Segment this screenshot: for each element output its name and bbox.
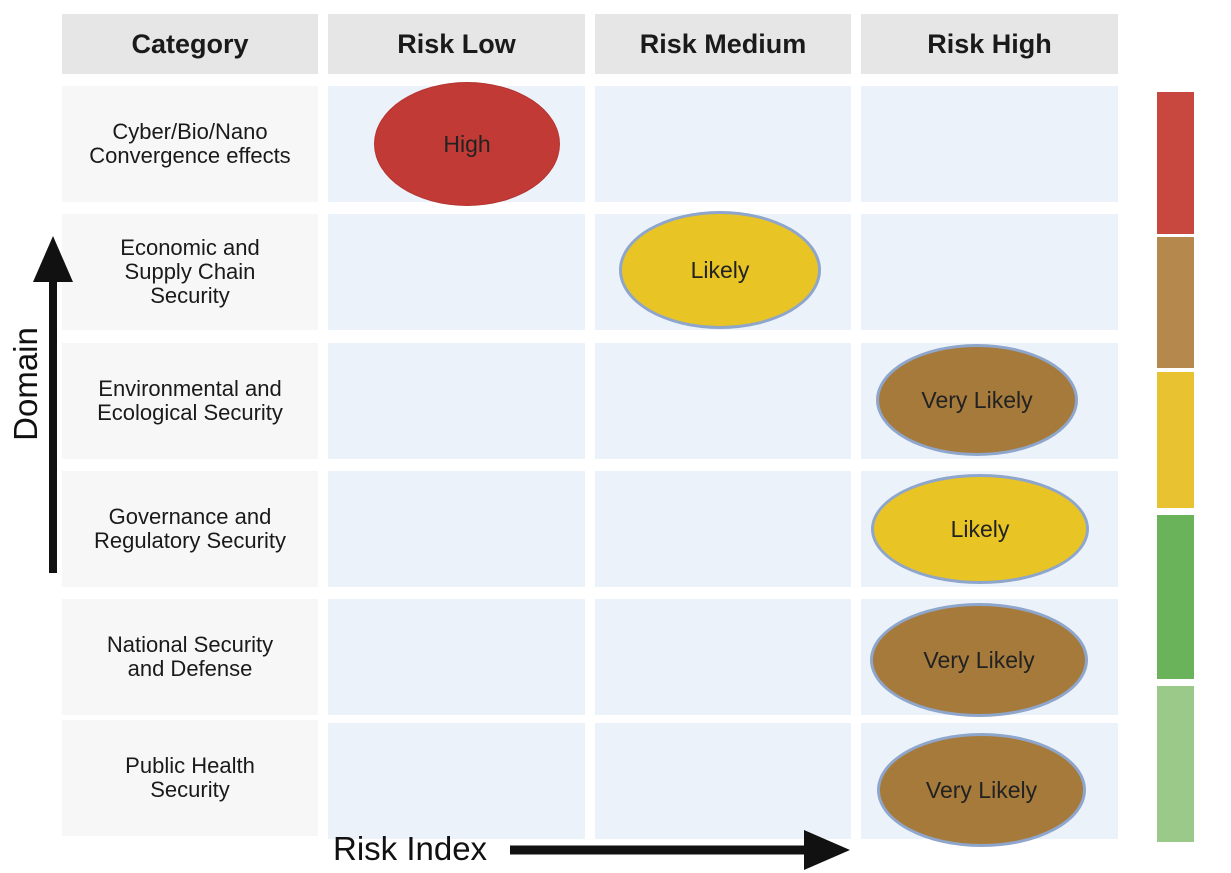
grid-cell	[328, 471, 585, 587]
rating-label: Likely	[950, 515, 1010, 542]
category-label: National Security and Defense	[106, 632, 274, 681]
grid-cell	[861, 214, 1118, 330]
scale-segment-3	[1157, 372, 1194, 508]
category-label: Environmental and Ecological Security	[97, 376, 283, 425]
risk-index-arrow-icon	[510, 830, 850, 870]
grid-cell	[328, 343, 585, 459]
rating-ellipse-row-2: Likely	[619, 211, 821, 329]
rating-ellipse-row-3: Very Likely	[876, 344, 1078, 456]
header-risk-medium: Risk Medium	[595, 14, 851, 74]
rating-label: High	[443, 130, 491, 157]
header-category: Category	[62, 14, 318, 74]
scale-segment-1	[1157, 92, 1194, 234]
domain-axis-label: Domain	[7, 327, 44, 441]
category-row-4: Governance and Regulatory Security	[62, 471, 318, 587]
category-row-6: Public Health Security	[62, 720, 318, 836]
grid-cell	[595, 599, 851, 715]
rating-label: Very Likely	[925, 776, 1038, 803]
grid-cell	[328, 214, 585, 330]
category-row-5: National Security and Defense	[62, 599, 318, 715]
domain-arrow-icon	[33, 236, 73, 573]
rating-label: Very Likely	[921, 386, 1033, 413]
grid-cell	[861, 86, 1118, 202]
grid-cell	[595, 86, 851, 202]
header-risk-high: Risk High	[861, 14, 1118, 74]
scale-segment-2	[1157, 237, 1194, 368]
rating-label: Very Likely	[923, 646, 1035, 673]
rating-ellipse-row-1: High	[374, 82, 560, 206]
category-label: Public Health Security	[125, 753, 255, 802]
category-row-1: Cyber/Bio/Nano Convergence effects	[62, 86, 318, 202]
grid-cell	[595, 723, 851, 839]
header-risk-low: Risk Low	[328, 14, 585, 74]
scale-segment-4	[1157, 515, 1194, 679]
category-row-2: Economic and Supply Chain Security	[62, 214, 318, 330]
category-label: Cyber/Bio/Nano Convergence effects	[89, 119, 291, 168]
grid-cell	[595, 343, 851, 459]
risk-index-axis-label: Risk Index	[333, 830, 488, 867]
grid-cell	[328, 723, 585, 839]
category-label: Governance and Regulatory Security	[94, 504, 286, 553]
rating-ellipse-row-6: Very Likely	[877, 733, 1086, 847]
rating-ellipse-row-5: Very Likely	[870, 603, 1088, 717]
category-label: Economic and Supply Chain Security	[120, 235, 260, 308]
category-row-3: Environmental and Ecological Security	[62, 343, 318, 459]
grid-cell	[595, 471, 851, 587]
grid-cell	[328, 599, 585, 715]
rating-ellipse-row-4: Likely	[871, 474, 1089, 584]
scale-segment-5	[1157, 686, 1194, 842]
rating-label: Likely	[690, 256, 750, 283]
